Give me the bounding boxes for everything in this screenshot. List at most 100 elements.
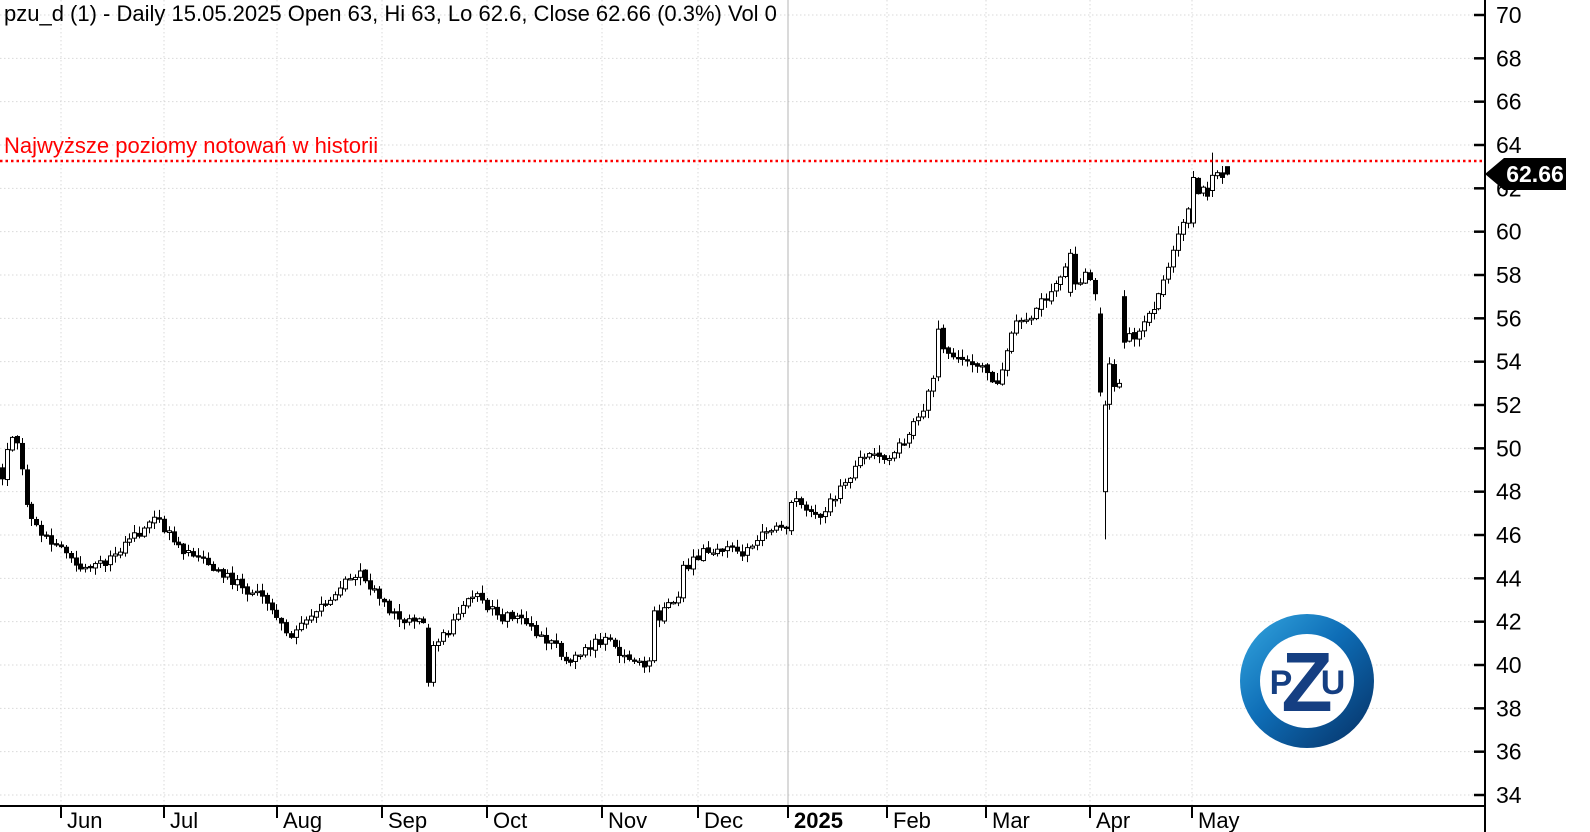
candle-body <box>1063 266 1068 278</box>
candle-body <box>363 569 368 582</box>
price-tick-label: 58 <box>1496 262 1522 288</box>
candle-body <box>632 659 637 662</box>
candle-body <box>176 541 181 546</box>
candle-body <box>813 511 818 515</box>
candle-body <box>882 455 887 460</box>
candle-body <box>289 633 294 638</box>
candle-body <box>225 572 230 578</box>
candle-body <box>823 511 828 518</box>
price-tick-label: 60 <box>1496 219 1522 245</box>
pzu-logo-watermark: P Z U <box>1240 614 1374 748</box>
candle-body <box>515 615 520 620</box>
candle-body <box>1181 221 1186 235</box>
candle-body <box>671 601 676 605</box>
candle-body <box>593 638 598 651</box>
candle-body <box>314 611 319 618</box>
candle-body <box>1156 293 1161 310</box>
candle-body <box>446 632 451 636</box>
candle-body <box>74 557 79 566</box>
candle-body <box>15 436 20 444</box>
candle-body <box>598 639 603 645</box>
candle-body <box>1142 321 1147 332</box>
candle-body <box>1210 174 1215 192</box>
month-label: Feb <box>893 808 931 832</box>
candle-body <box>328 599 333 605</box>
candle-body <box>975 363 980 367</box>
last-price-tag: 62.66 <box>1485 158 1566 190</box>
candle-body <box>1083 271 1088 284</box>
candle-body <box>162 518 167 533</box>
candle-body <box>1205 187 1210 197</box>
candle-body <box>333 594 338 601</box>
candle-body <box>686 564 691 570</box>
candle-body <box>838 485 843 500</box>
candle-body <box>519 614 524 619</box>
price-tick-label: 38 <box>1496 695 1522 721</box>
candle-body <box>730 545 735 548</box>
candle-body <box>818 513 823 518</box>
candle-body <box>69 553 74 559</box>
candle-body <box>485 599 490 611</box>
candle-body <box>260 590 265 597</box>
candle-body <box>353 576 358 581</box>
candle-body <box>970 361 975 366</box>
candle-body <box>534 624 539 637</box>
candle-body <box>98 560 103 564</box>
candle-body <box>583 647 588 656</box>
candle-body <box>407 618 412 623</box>
month-label: Dec <box>704 808 743 832</box>
candle-body <box>720 548 725 552</box>
price-tick-label: 70 <box>1496 2 1522 28</box>
candle-body <box>980 365 985 368</box>
candle-body <box>456 613 461 620</box>
pzu-logo-letter-p: P <box>1270 664 1293 702</box>
candle-body <box>1107 363 1112 405</box>
candle-body <box>397 611 402 620</box>
candle-body <box>1019 319 1024 323</box>
month-label: 2025 <box>794 808 843 832</box>
candle-body <box>539 634 544 637</box>
candle-body <box>319 603 324 612</box>
candle-body <box>872 453 877 456</box>
candle-body <box>1039 298 1044 310</box>
candle-body <box>740 551 745 557</box>
candle-body <box>1029 317 1034 321</box>
candle-body <box>372 588 377 591</box>
month-label: Apr <box>1096 808 1130 832</box>
chart-title: pzu_d (1) - Daily 15.05.2025 Open 63, Hi… <box>4 1 777 26</box>
candle-body <box>1220 172 1225 178</box>
candle-body <box>1058 276 1063 285</box>
month-label: Mar <box>992 808 1030 832</box>
price-tick-label: 48 <box>1496 479 1522 505</box>
candle-body <box>760 531 765 541</box>
candle-body <box>946 347 951 354</box>
axes-layer: 34363840424446485052545658606264666870Ju… <box>0 0 1522 832</box>
candle-body <box>774 525 779 531</box>
price-tick-label: 34 <box>1496 782 1522 808</box>
candle-body <box>368 580 373 590</box>
candle-body <box>657 610 662 621</box>
price-tick-label: 56 <box>1496 305 1522 331</box>
candle-body <box>392 611 397 614</box>
candle-body <box>1078 282 1083 285</box>
candle-body <box>1215 172 1220 177</box>
candle-body <box>230 572 235 585</box>
candle-body <box>706 547 711 553</box>
candle-body <box>147 521 152 529</box>
candle-body <box>1000 369 1005 385</box>
ath-annotation-label: Najwyższe poziomy notowań w historii <box>4 133 378 158</box>
price-tick-label: 44 <box>1496 565 1522 591</box>
candle-body <box>960 356 965 360</box>
candle-body <box>985 364 990 374</box>
candle-body <box>1112 364 1117 387</box>
month-label: Oct <box>493 808 527 832</box>
month-label: Jun <box>67 808 102 832</box>
candle-body <box>941 327 946 350</box>
candle-body <box>417 618 422 623</box>
candle-body <box>676 596 681 604</box>
candle-body <box>1122 296 1127 343</box>
candle-body <box>490 606 495 610</box>
candle-body <box>436 641 441 646</box>
candle-body <box>1088 272 1093 281</box>
candle-body <box>642 660 647 668</box>
